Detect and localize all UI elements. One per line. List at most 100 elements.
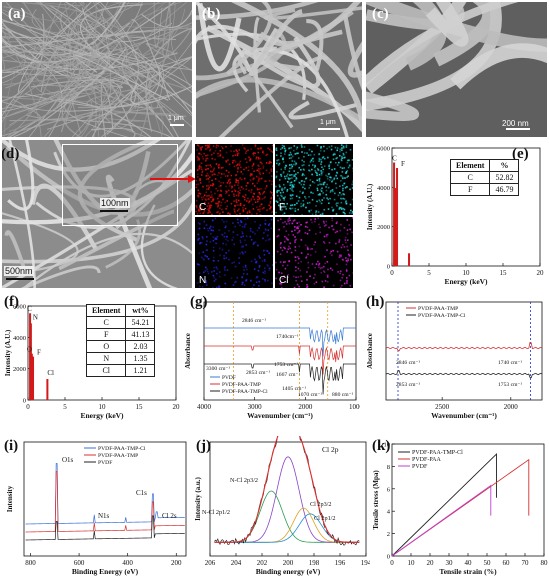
map-dot xyxy=(342,167,344,169)
map-dot xyxy=(216,238,218,240)
map-dot xyxy=(269,180,271,182)
map-dot xyxy=(295,163,297,165)
map-dot xyxy=(247,198,249,200)
map-dot xyxy=(300,169,302,171)
map-dot xyxy=(228,259,230,261)
map-dot xyxy=(226,200,228,202)
map-dot xyxy=(300,206,302,208)
map-dot xyxy=(246,236,248,238)
table-cell: 1.35 xyxy=(126,353,155,365)
map-dot xyxy=(346,162,348,164)
map-dot xyxy=(287,181,289,183)
fit-component xyxy=(214,508,359,542)
map-dot xyxy=(346,280,348,282)
map-dot xyxy=(326,184,328,186)
y-tick-label: 6 xyxy=(387,486,391,493)
map-dot xyxy=(217,198,219,200)
map-dot xyxy=(275,212,277,214)
map-dot xyxy=(288,234,290,236)
map-dot xyxy=(305,245,307,247)
map-dot xyxy=(264,280,266,282)
map-dot xyxy=(217,190,219,192)
map-dot xyxy=(310,248,312,250)
map-dot xyxy=(282,250,284,252)
fiber xyxy=(455,51,547,85)
map-dot xyxy=(262,208,264,210)
x-tick-label: 204 xyxy=(231,559,242,567)
map-dot xyxy=(326,190,328,192)
map-dot xyxy=(203,221,205,223)
map-dot xyxy=(234,226,236,228)
map-dot xyxy=(283,226,285,228)
map-dot xyxy=(342,185,344,187)
legend-entry: PVDF-PAA-TMP-Cl xyxy=(418,313,466,319)
map-dot xyxy=(341,277,343,279)
map-dot xyxy=(348,167,350,169)
map-dot xyxy=(213,260,215,262)
map-dot xyxy=(231,203,233,205)
panel-label-j: (j) xyxy=(196,438,211,455)
map-dot xyxy=(195,211,197,213)
map-dot xyxy=(197,195,199,197)
map-dot xyxy=(254,268,256,270)
map-dot xyxy=(295,239,297,241)
map-dot xyxy=(270,162,272,164)
map-dot xyxy=(284,187,286,189)
map-dot xyxy=(238,204,240,206)
peak-annotation: 2853 cm⁻¹ xyxy=(396,382,420,388)
map-dot xyxy=(230,145,232,147)
map-dot xyxy=(220,190,222,192)
y-tick-label: 6000 xyxy=(377,146,390,153)
map-dot xyxy=(269,172,271,174)
map-dot xyxy=(304,146,306,148)
map-dot xyxy=(338,241,340,243)
map-dot xyxy=(258,255,260,257)
map-dot xyxy=(270,201,272,203)
map-dot xyxy=(238,262,240,264)
map-dot xyxy=(203,196,205,198)
map-dot xyxy=(230,150,232,152)
map-dot xyxy=(249,212,251,214)
map-dot xyxy=(256,176,258,178)
map-dot xyxy=(252,231,254,233)
map-dot xyxy=(234,185,236,187)
map-dot xyxy=(346,177,348,179)
map-dot xyxy=(240,240,242,242)
map-dot xyxy=(316,180,318,182)
map-dot xyxy=(213,247,215,249)
map-dot xyxy=(251,239,253,241)
eds-map-cl: Cl xyxy=(275,217,353,288)
scale-bar-d-main xyxy=(6,278,34,280)
map-dot xyxy=(342,188,344,190)
map-dot xyxy=(303,169,305,171)
scale-text-d-inset: 100nm xyxy=(100,198,130,208)
map-dot xyxy=(197,173,199,175)
map-dot xyxy=(349,255,351,257)
map-dot xyxy=(233,200,235,202)
map-dot xyxy=(290,152,292,154)
map-dot xyxy=(255,158,257,160)
panel-g: 4000300020001000Wavenumber (cm⁻¹)Absorba… xyxy=(180,292,360,422)
map-dot xyxy=(242,144,244,146)
map-dot xyxy=(249,159,251,161)
y-tick-label: 0 xyxy=(387,554,390,561)
map-dot xyxy=(297,152,299,154)
map-dot xyxy=(232,160,234,162)
panel-label-i: (i) xyxy=(4,438,18,455)
map-dot xyxy=(280,155,282,157)
map-dot xyxy=(201,197,203,199)
map-dot xyxy=(270,227,272,229)
map-dot xyxy=(283,171,285,173)
map-dot xyxy=(294,180,296,182)
map-dot xyxy=(229,213,231,215)
map-dot xyxy=(204,194,206,196)
map-dot xyxy=(337,271,339,273)
map-dot xyxy=(237,277,239,279)
map-dot xyxy=(318,179,320,181)
y-axis-label: Absorbance xyxy=(366,333,374,369)
map-dot xyxy=(291,167,293,169)
map-dot xyxy=(350,244,352,246)
map-dot xyxy=(235,179,237,181)
map-dot xyxy=(345,257,347,259)
